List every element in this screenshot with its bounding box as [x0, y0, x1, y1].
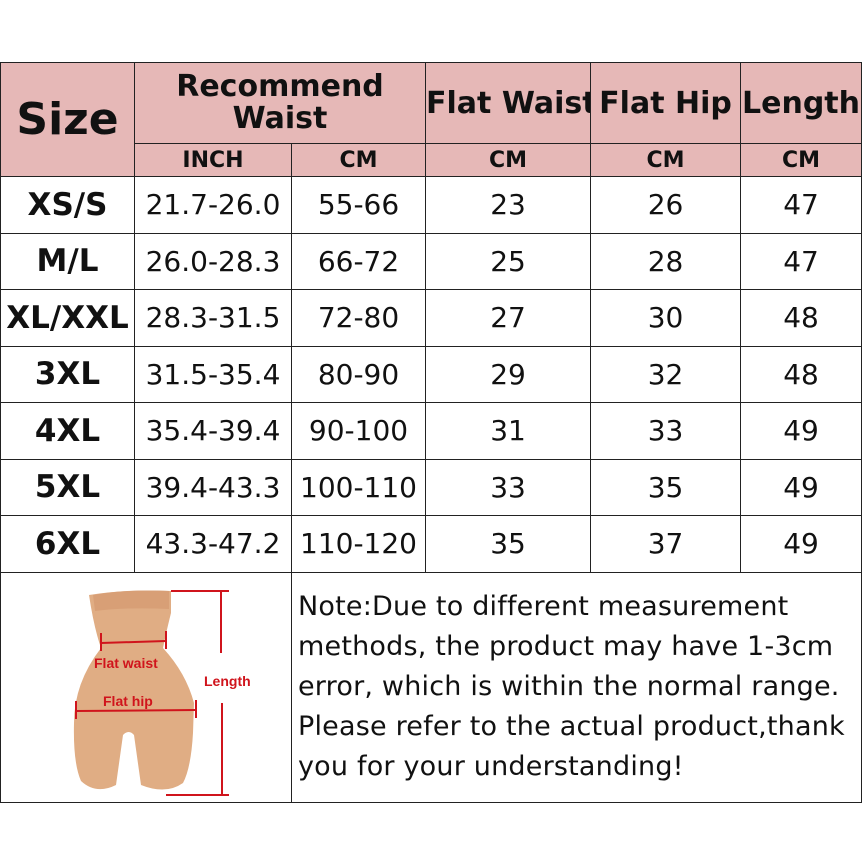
cell-flat-hip: 26	[590, 176, 742, 234]
table-row: XL/XXL 28.3-31.5 72-80 27 30 48	[0, 289, 862, 347]
cell-flat-hip: 37	[590, 515, 742, 573]
cell-length: 47	[740, 176, 862, 234]
cell-cm: 55-66	[290, 176, 427, 234]
cell-inch: 43.3-47.2	[134, 515, 292, 573]
cell-inch: 31.5-35.4	[134, 345, 292, 403]
cell-inch: 39.4-43.3	[134, 458, 292, 516]
flat-hip-label: Flat hip	[103, 693, 153, 709]
cell-size: XL/XXL	[0, 289, 135, 347]
cell-length: 49	[740, 458, 862, 516]
table-row: XS/S 21.7-26.0 55-66 23 26 47	[0, 176, 862, 234]
cell-cm: 66-72	[290, 232, 427, 290]
cell-flat-hip: 32	[590, 345, 742, 403]
cell-size: M/L	[0, 232, 135, 290]
cell-size: 5XL	[0, 458, 135, 516]
note-text: Note:Due to different measurement method…	[290, 571, 862, 803]
table-row: 4XL 35.4-39.4 90-100 31 33 49	[0, 402, 862, 460]
cell-cm: 72-80	[290, 289, 427, 347]
cell-size: 4XL	[0, 402, 135, 460]
cell-size: 3XL	[0, 345, 135, 403]
size-chart-table: Size Recommend Waist Flat Waist Flat Hip…	[0, 62, 862, 803]
cell-cm: 100-110	[290, 458, 427, 516]
unit-cm: CM	[290, 143, 427, 177]
cell-inch: 21.7-26.0	[134, 176, 292, 234]
cell-flat-hip: 35	[590, 458, 742, 516]
cell-flat-hip: 30	[590, 289, 742, 347]
cell-length: 49	[740, 402, 862, 460]
cell-inch: 28.3-31.5	[134, 289, 292, 347]
measurement-diagram: Flat waist Flat hip Length	[0, 571, 292, 803]
shapewear-body	[73, 590, 194, 790]
cell-inch: 26.0-28.3	[134, 232, 292, 290]
cell-size: 6XL	[0, 515, 135, 573]
cell-flat-hip: 28	[590, 232, 742, 290]
unit-cm: CM	[590, 143, 742, 177]
size-header: Size	[0, 62, 135, 177]
flat-waist-label: Flat waist	[94, 655, 158, 671]
cell-length: 47	[740, 232, 862, 290]
length-label: Length	[204, 673, 251, 689]
cell-length: 48	[740, 345, 862, 403]
cell-flat-waist: 27	[425, 289, 592, 347]
cell-cm: 90-100	[290, 402, 427, 460]
length-header: Length	[740, 62, 862, 144]
table-row: 6XL 43.3-47.2 110-120 35 37 49	[0, 515, 862, 573]
cell-flat-waist: 23	[425, 176, 592, 234]
unit-cm: CM	[425, 143, 592, 177]
cell-flat-hip: 33	[590, 402, 742, 460]
cell-inch: 35.4-39.4	[134, 402, 292, 460]
table-row: 3XL 31.5-35.4 80-90 29 32 48	[0, 345, 862, 403]
table-row: M/L 26.0-28.3 66-72 25 28 47	[0, 232, 862, 290]
table-row: 5XL 39.4-43.3 100-110 33 35 49	[0, 458, 862, 516]
shapewear-diagram-image: Flat waist Flat hip Length	[73, 589, 251, 796]
cell-flat-waist: 35	[425, 515, 592, 573]
cell-length: 49	[740, 515, 862, 573]
unit-inch: INCH	[134, 143, 292, 177]
cell-cm: 80-90	[290, 345, 427, 403]
cell-length: 48	[740, 289, 862, 347]
cell-flat-waist: 29	[425, 345, 592, 403]
flat-waist-header: Flat Waist	[425, 62, 592, 144]
unit-cm: CM	[740, 143, 862, 177]
cell-flat-waist: 25	[425, 232, 592, 290]
flat-hip-header: Flat Hip	[590, 62, 742, 144]
cell-cm: 110-120	[290, 515, 427, 573]
cell-flat-waist: 33	[425, 458, 592, 516]
cell-size: XS/S	[0, 176, 135, 234]
recommend-waist-header: Recommend Waist	[133, 62, 427, 144]
cell-flat-waist: 31	[425, 402, 592, 460]
